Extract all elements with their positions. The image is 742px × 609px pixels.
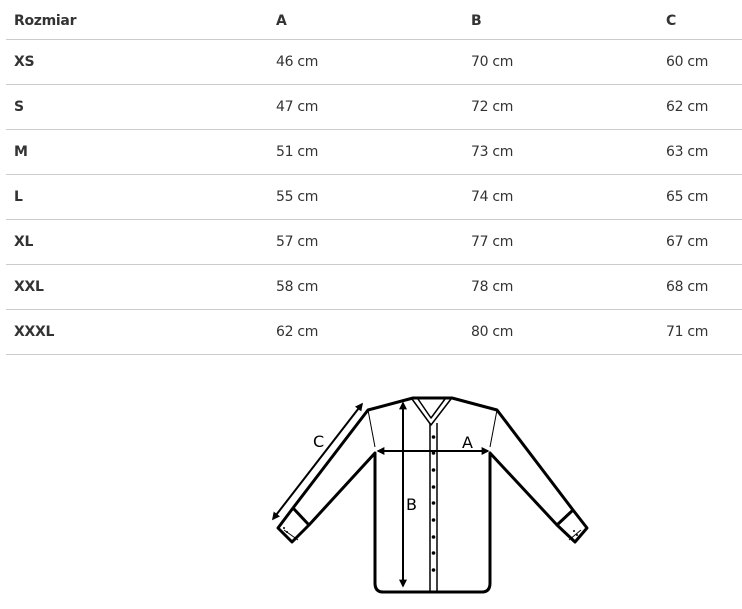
label-b: B xyxy=(406,495,417,514)
label-c: C xyxy=(313,432,324,451)
measure-cell-a: 57 cm xyxy=(268,219,463,265)
measure-cell-c: 65 cm xyxy=(658,174,742,220)
measure-cell-a: 47 cm xyxy=(268,84,463,130)
measure-cell-c: 62 cm xyxy=(658,84,742,130)
measure-arrow-c xyxy=(272,402,363,521)
size-cell: S xyxy=(6,84,268,130)
table-header-row: Rozmiar A B C xyxy=(6,0,742,40)
cuff-right xyxy=(555,508,575,527)
header-b: B xyxy=(463,0,658,40)
label-a: A xyxy=(462,433,473,452)
measure-cell-a: 51 cm xyxy=(268,129,463,175)
table-row: L 55 cm 74 cm 65 cm xyxy=(6,174,742,220)
measure-cell-b: 78 cm xyxy=(463,264,658,310)
table-row: S 47 cm 72 cm 62 cm xyxy=(6,84,742,130)
header-a: A xyxy=(268,0,463,40)
size-cell: M xyxy=(6,129,268,175)
size-cell: XS xyxy=(6,39,268,85)
size-cell: XXL xyxy=(6,264,268,310)
collar xyxy=(411,398,452,426)
measure-cell-c: 68 cm xyxy=(658,264,742,310)
header-c: C xyxy=(658,0,742,40)
measure-cell-a: 55 cm xyxy=(268,174,463,220)
measure-cell-a: 58 cm xyxy=(268,264,463,310)
table-row: XXL 58 cm 78 cm 68 cm xyxy=(6,264,742,310)
placket xyxy=(429,423,438,592)
size-table: Rozmiar A B C XS 46 cm 70 cm 60 cm S 47 cm 72 … xyxy=(6,0,742,355)
measure-cell-a: 46 cm xyxy=(268,39,463,85)
size-cell: XXXL xyxy=(6,309,268,355)
measure-cell-c: 60 cm xyxy=(658,39,742,85)
table-row: XXXL 62 cm 80 cm 71 cm xyxy=(6,309,742,355)
size-cell: XL xyxy=(6,219,268,265)
shirt-outline xyxy=(276,396,589,594)
measure-cell-c: 63 cm xyxy=(658,129,742,175)
measure-cell-b: 80 cm xyxy=(463,309,658,355)
table-row: M 51 cm 73 cm 63 cm xyxy=(6,129,742,175)
measure-cell-a: 62 cm xyxy=(268,309,463,355)
measure-cell-b: 72 cm xyxy=(463,84,658,130)
measure-cell-c: 67 cm xyxy=(658,219,742,265)
measure-cell-c: 71 cm xyxy=(658,309,742,355)
size-cell: L xyxy=(6,174,268,220)
table-row: XL 57 cm 77 cm 67 cm xyxy=(6,219,742,265)
cuff-left xyxy=(291,506,311,527)
measure-cell-b: 73 cm xyxy=(463,129,658,175)
shoulder-seams xyxy=(367,409,498,448)
measure-cell-b: 70 cm xyxy=(463,39,658,85)
header-size: Rozmiar xyxy=(6,0,268,40)
measure-cell-b: 74 cm xyxy=(463,174,658,220)
measure-cell-b: 77 cm xyxy=(463,219,658,265)
shirt-diagram: A B C xyxy=(272,396,589,594)
table-row: XS 46 cm 70 cm 60 cm xyxy=(6,39,742,85)
